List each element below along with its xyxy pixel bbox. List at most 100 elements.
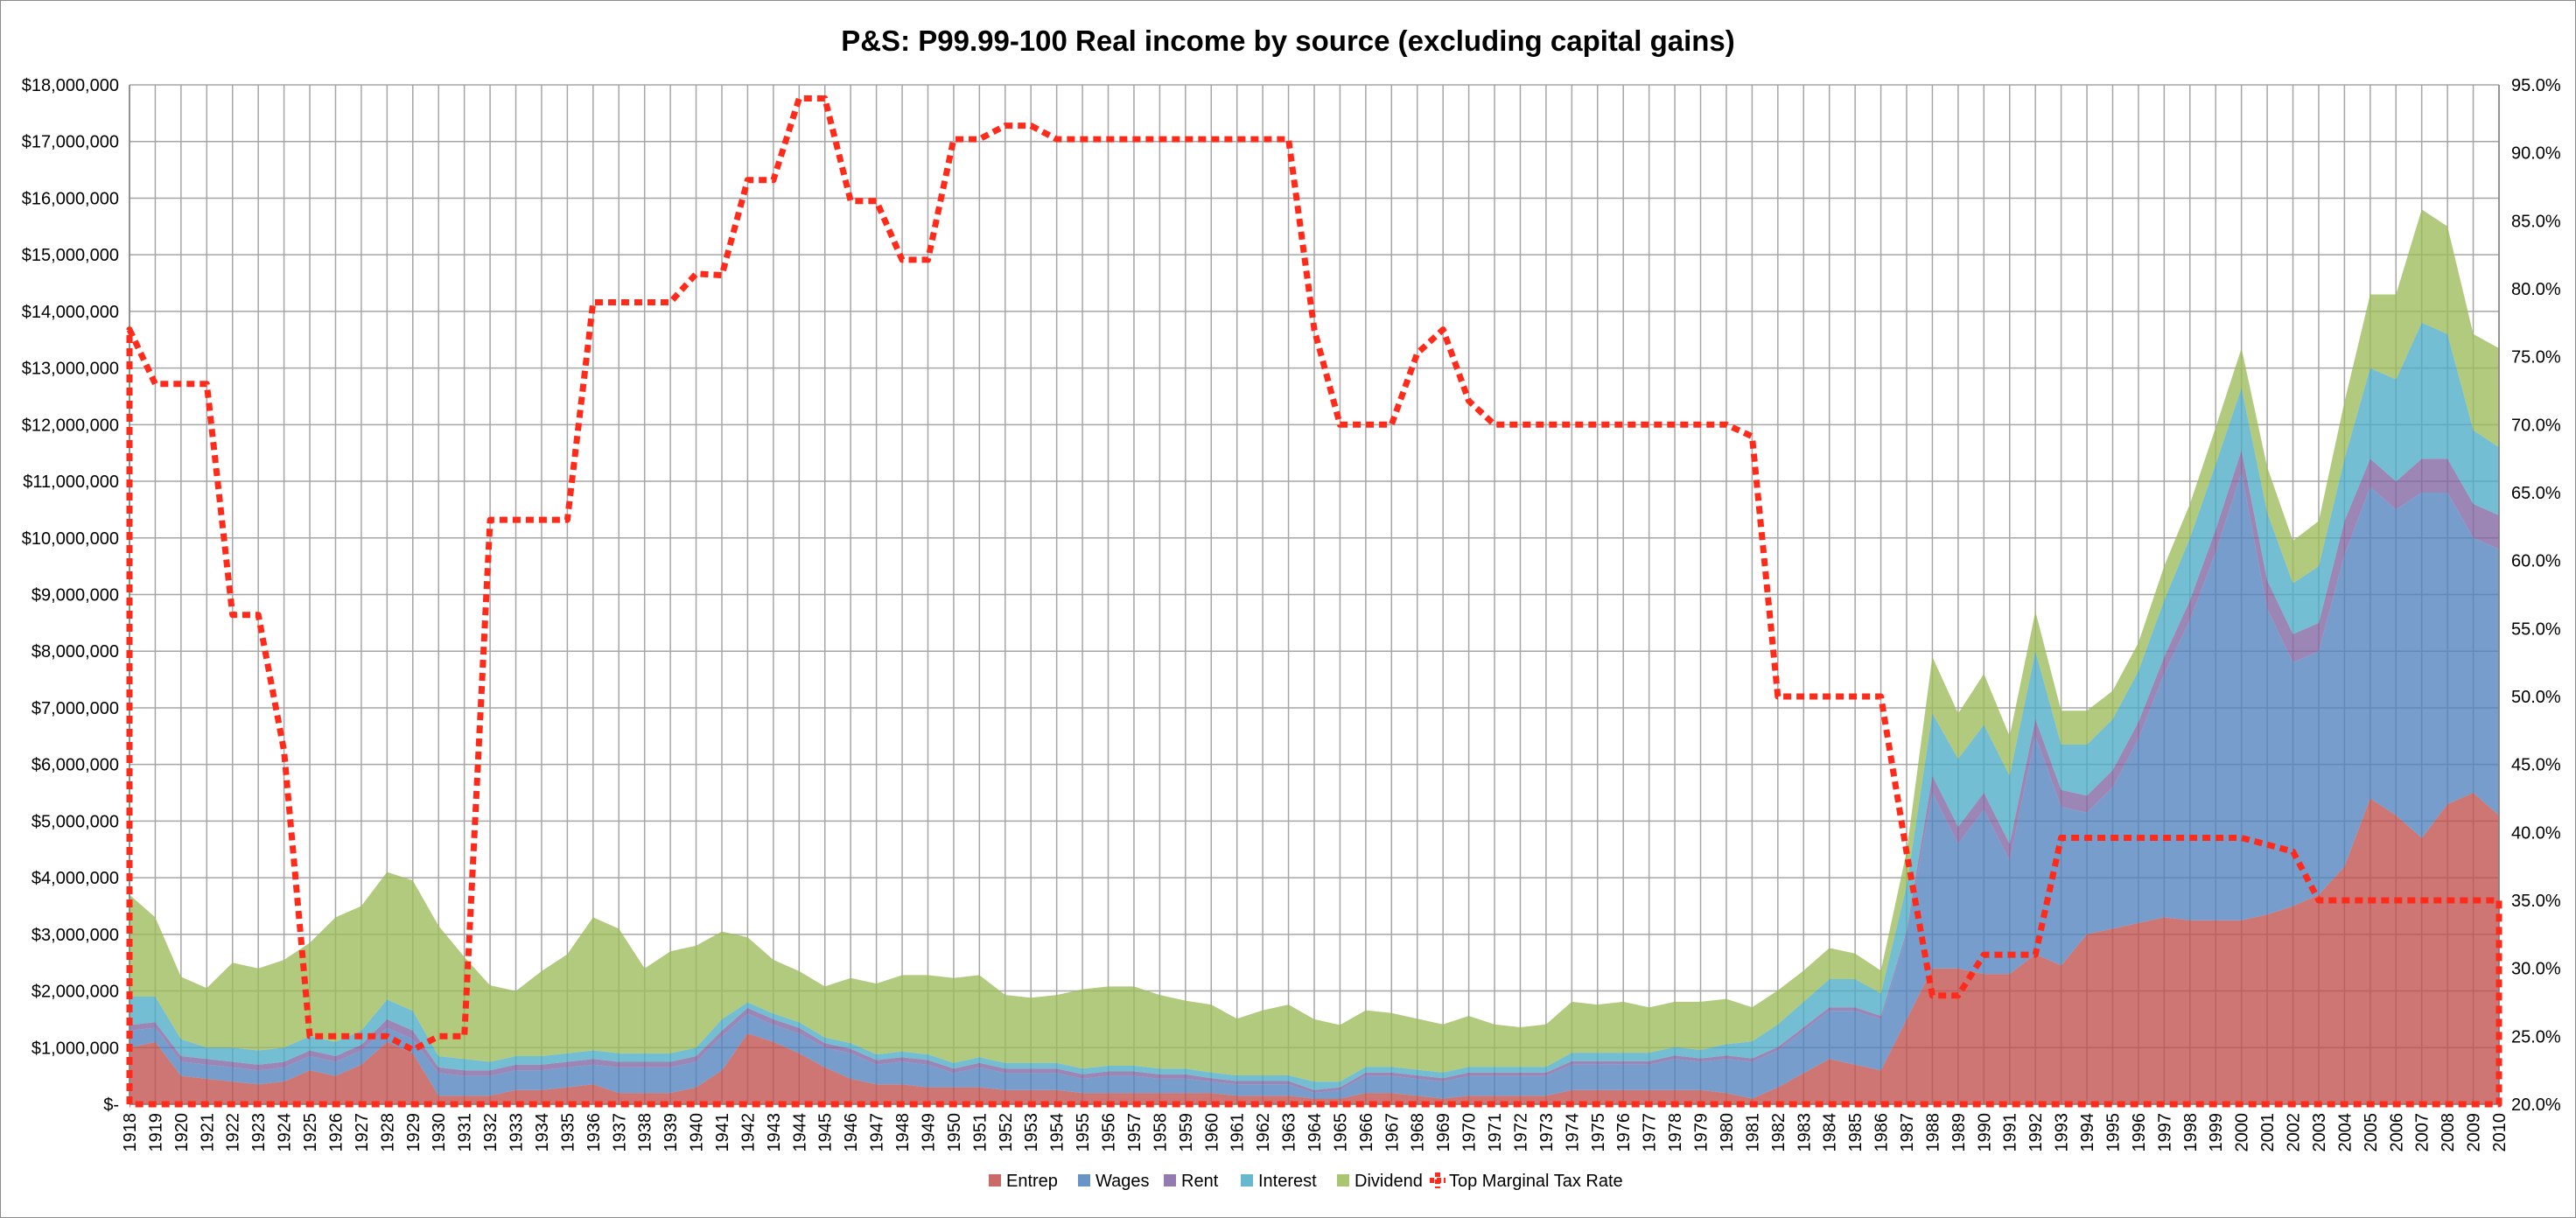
- legend-label: Dividend: [1354, 1172, 1423, 1191]
- x-tick-label: 1927: [353, 1113, 372, 1152]
- x-tick-label: 1949: [919, 1113, 938, 1152]
- legend-item: Entrep: [989, 1172, 1058, 1191]
- x-tick-label: 1946: [842, 1113, 861, 1152]
- x-tick-label: 1933: [508, 1113, 527, 1152]
- x-tick-label: 1919: [146, 1113, 165, 1152]
- x-tick-label: 1926: [326, 1113, 346, 1152]
- x-tick-label: 1994: [2078, 1113, 2097, 1152]
- x-tick-label: 1948: [893, 1113, 913, 1152]
- x-tick-label: 1965: [1331, 1113, 1350, 1152]
- x-tick-label: 1998: [2181, 1113, 2201, 1152]
- x-tick-label: 1973: [1537, 1113, 1557, 1152]
- x-tick-label: 1980: [1718, 1113, 1737, 1152]
- y-left-tick-label: $-: [103, 1096, 119, 1115]
- x-tick-label: 1932: [481, 1113, 500, 1152]
- y-left-tick-label: $15,000,000: [22, 246, 119, 265]
- x-tick-label: 1974: [1563, 1113, 1582, 1152]
- x-tick-label: 1958: [1151, 1113, 1170, 1152]
- y-right-tick-label: 95.0%: [2511, 76, 2561, 95]
- y-right-tick-label: 70.0%: [2511, 416, 2561, 435]
- x-tick-label: 1936: [584, 1113, 604, 1152]
- legend-label: Top Marginal Tax Rate: [1449, 1172, 1623, 1191]
- y-right-tick-label: 80.0%: [2511, 280, 2561, 299]
- tax-rate-series: [126, 95, 2502, 1108]
- x-tick-label: 1951: [970, 1113, 990, 1152]
- x-tick-label: 1981: [1743, 1113, 1762, 1152]
- x-tick-label: 1975: [1589, 1113, 1608, 1152]
- x-tick-label: 1925: [301, 1113, 320, 1152]
- x-tick-label: 1923: [249, 1113, 269, 1152]
- legend-swatch: [1164, 1174, 1176, 1186]
- x-tick-label: 1922: [224, 1113, 243, 1152]
- legend-label: Rent: [1181, 1172, 1219, 1191]
- x-tick-label: 1971: [1486, 1113, 1505, 1152]
- x-tick-label: 1962: [1254, 1113, 1273, 1152]
- x-tick-label: 1963: [1280, 1113, 1299, 1152]
- x-tick-label: 1938: [636, 1113, 655, 1152]
- x-tick-label: 1941: [713, 1113, 732, 1152]
- x-tick-label: 1943: [765, 1113, 784, 1152]
- x-tick-label: 1989: [1950, 1113, 1969, 1152]
- x-tick-label: 1988: [1923, 1113, 1942, 1152]
- x-tick-label: 1968: [1409, 1113, 1428, 1152]
- x-tick-label: 1964: [1306, 1113, 1325, 1152]
- x-tick-label: 1957: [1125, 1113, 1144, 1152]
- y-left-tick-label: $7,000,000: [32, 699, 119, 718]
- x-tick-label: 1918: [121, 1113, 140, 1152]
- x-tick-label: 1983: [1795, 1113, 1814, 1152]
- y-left-tick-label: $14,000,000: [22, 303, 119, 322]
- x-tick-label: 2001: [2258, 1113, 2278, 1152]
- y-left-tick-label: $4,000,000: [32, 869, 119, 888]
- x-tick-label: 1945: [816, 1113, 836, 1152]
- x-tick-label: 1967: [1382, 1113, 1402, 1152]
- x-tick-label: 1969: [1434, 1113, 1453, 1152]
- y-left-tick-label: $1,000,000: [32, 1039, 119, 1058]
- tax-rate-line: [126, 95, 2502, 1108]
- x-tick-label: 1939: [662, 1113, 681, 1152]
- x-tick-label: 2004: [2335, 1113, 2355, 1152]
- x-tick-label: 1937: [610, 1113, 629, 1152]
- y-left-tick-label: $6,000,000: [32, 756, 119, 775]
- legend-label: Interest: [1258, 1172, 1317, 1191]
- legend-item: Interest: [1241, 1172, 1317, 1191]
- legend-item: Top Marginal Tax Rate: [1430, 1172, 1623, 1191]
- y-right-tick-label: 45.0%: [2511, 756, 2561, 775]
- x-tick-label: 1990: [1975, 1113, 1994, 1152]
- x-tick-label: 1985: [1846, 1113, 1866, 1152]
- x-tick-label: 2002: [2285, 1113, 2304, 1152]
- x-tick-label: 2000: [2233, 1113, 2252, 1152]
- x-tick-label: 1996: [2130, 1113, 2149, 1152]
- area-entrep: [130, 793, 2499, 1104]
- x-tick-label: 1991: [2001, 1113, 2020, 1152]
- y-right-tick-label: 75.0%: [2511, 348, 2561, 368]
- y-left-tick-label: $9,000,000: [32, 586, 119, 606]
- legend-item: Wages: [1078, 1172, 1150, 1191]
- x-tick-label: 2009: [2465, 1113, 2484, 1152]
- y-left-tick-label: $10,000,000: [22, 529, 119, 549]
- x-tick-label: 1956: [1100, 1113, 1119, 1152]
- legend-label: Wages: [1096, 1172, 1150, 1191]
- area-interest: [130, 322, 2499, 1090]
- y-left-tick-label: $11,000,000: [23, 472, 119, 492]
- x-tick-label: 1984: [1821, 1113, 1840, 1152]
- x-tick-label: 1952: [997, 1113, 1016, 1152]
- x-tick-label: 1924: [276, 1113, 295, 1152]
- x-tick-label: 1929: [404, 1113, 424, 1152]
- legend-swatch: [1078, 1174, 1090, 1186]
- x-tick-label: 1921: [198, 1113, 217, 1152]
- x-tick-label: 1954: [1048, 1113, 1068, 1152]
- x-tick-label: 1955: [1074, 1113, 1093, 1152]
- x-tick-label: 2005: [2362, 1113, 2381, 1152]
- y-right-tick-label: 30.0%: [2511, 960, 2561, 979]
- y-left-tick-label: $16,000,000: [22, 189, 119, 208]
- x-tick-label: 1979: [1692, 1113, 1712, 1152]
- legend-item: Dividend: [1337, 1172, 1423, 1191]
- y-right-tick-label: 55.0%: [2511, 620, 2561, 639]
- y-left-tick-label: $5,000,000: [32, 812, 119, 831]
- legend-item: Rent: [1164, 1172, 1219, 1191]
- x-tick-label: 1959: [1177, 1113, 1196, 1152]
- x-tick-label: 1935: [558, 1113, 578, 1152]
- area-wages: [130, 472, 2499, 1099]
- x-tick-label: 1993: [2053, 1113, 2072, 1152]
